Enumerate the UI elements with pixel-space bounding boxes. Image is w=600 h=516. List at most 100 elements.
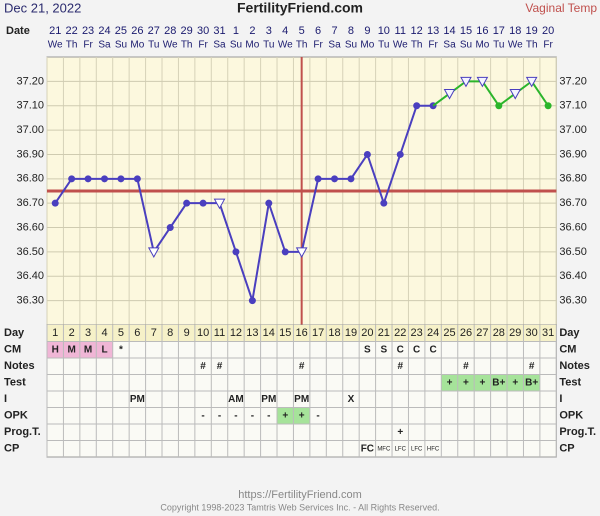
weekday-label: Fr [198,40,208,51]
cell-text: PM [294,394,309,405]
cell-text: H [52,344,59,355]
row-label: CM [559,344,576,356]
cell-highlight [79,341,97,358]
date-label: 24 [98,25,110,37]
cell-highlight [441,374,458,391]
weekday-label: Sa [98,40,111,51]
date-label: 25 [115,25,127,37]
date-label: 2 [249,25,255,37]
weekday-label: Tu [493,40,504,51]
cycle-day: 29 [509,327,521,339]
date-label: 17 [493,25,505,37]
cell-text: - [251,410,254,421]
cell-text: # [217,361,223,372]
temp-point [51,199,59,207]
cell-text: PM [261,394,276,405]
date-label: 19 [526,25,538,37]
cycle-day: 6 [134,327,140,339]
temp-point [199,199,207,207]
cycle-day: 26 [460,327,472,339]
weekday-label: Fr [543,40,553,51]
cell-highlight [293,407,310,424]
y-tick-label: 37.00 [16,124,44,136]
cell-text: FC [361,443,374,454]
day-row-bg [47,325,557,342]
cell-highlight [490,374,508,391]
cell-text: S [380,344,387,355]
date-label: 11 [395,25,406,37]
row-label: Prog.T. [4,426,41,438]
date-label: 3 [266,25,272,37]
cycle-day: 27 [476,327,488,339]
temp-point-open [509,89,522,100]
cycle-day: 17 [312,327,324,339]
date-label: 28 [164,25,176,37]
date-label: 13 [427,25,439,37]
cycle-day: 16 [296,327,308,339]
cell-text: + [397,427,403,438]
weekday-label: Mo [130,40,144,51]
cycle-day: 14 [263,327,275,339]
date-label: 21 [49,25,61,37]
date-label: Date [6,25,30,37]
cell-highlight [523,374,540,391]
cycle-day: 22 [394,327,406,339]
y-tick-label: 36.50 [559,246,587,258]
cell-text: - [201,410,204,421]
date-label: 4 [282,25,288,37]
cycle-day: 4 [101,327,107,339]
cell-text: - [267,410,270,421]
y-tick-label: 36.60 [559,221,587,233]
y-tick-label: 36.60 [16,221,44,233]
date-label: 14 [443,25,455,37]
date-label: 20 [542,25,554,37]
y-tick-label: 37.20 [559,75,587,87]
cell-text: - [234,410,237,421]
weekday-label: We [163,40,178,51]
date-label: 1 [233,25,239,37]
temp-point-open [443,89,456,100]
cell-highlight [507,374,524,391]
y-tick-label: 36.70 [16,197,44,209]
cell-highlight [277,407,294,424]
y-tick-label: 37.20 [16,75,44,87]
date-label: 10 [378,25,390,37]
temp-point-open [295,247,308,258]
weekday-label: We [508,40,523,51]
cycle-day: 31 [542,327,554,339]
cycle-day: 23 [411,327,423,339]
cell-text: LFC [411,446,423,452]
date-label: 26 [131,25,143,37]
cell-text: AM [228,394,244,405]
cell-text: L [101,344,107,355]
y-tick-label: 36.40 [559,270,587,282]
temp-point [380,199,388,207]
cycle-day: 9 [184,327,190,339]
cell-text: + [447,377,453,388]
temp-point-open [476,76,489,88]
cell-text: HFC [427,446,440,452]
weekday-label: Th [411,40,423,51]
row-label: OPK [4,410,28,422]
cycle-day: 2 [69,327,75,339]
weekday-label: We [48,40,63,51]
temp-point [413,102,421,110]
date-label: 16 [476,25,488,37]
cycle-day: 8 [167,327,173,339]
date-label: 31 [213,25,225,37]
temp-point-open [147,247,160,258]
cell-text: + [299,410,305,421]
cycle-day: 10 [197,327,209,339]
y-tick-label: 36.50 [16,246,44,258]
weekday-label: Sa [213,40,226,51]
y-tick-label: 36.90 [559,148,587,160]
site-title: FertilityFriend.com [237,0,363,16]
weekday-label: Su [230,40,242,51]
y-tick-label: 36.30 [559,295,587,307]
temp-point [133,175,141,183]
cell-highlight [63,341,80,358]
cycle-day: 25 [443,327,455,339]
cycle-day: 7 [151,327,157,339]
cell-text: # [463,361,469,372]
